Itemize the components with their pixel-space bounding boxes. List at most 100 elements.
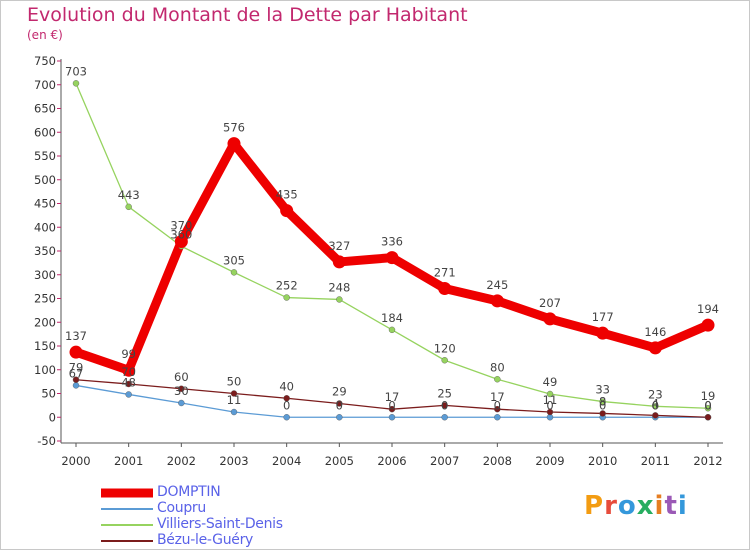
- data-point-bezu-le-guery: [178, 385, 185, 392]
- data-label-villiers-saint-denis: 23: [648, 387, 663, 401]
- data-label-coupru: 0: [336, 398, 343, 412]
- data-point-bezu-le-guery: [546, 408, 554, 416]
- data-point-bezu-le-guery: [388, 405, 396, 413]
- data-label-bezu-le-guery: 4: [652, 396, 659, 410]
- series-lines: [71, 82, 713, 418]
- legend-label: Bézu-le-Guéry: [157, 532, 254, 548]
- legend-label: Coupru: [157, 500, 206, 516]
- data-label-bezu-le-guery: 79: [69, 361, 84, 375]
- data-label-domptin: 146: [644, 325, 666, 339]
- data-label-bezu-le-guery: 70: [121, 365, 136, 379]
- x-tick-label: 2002: [167, 454, 196, 468]
- y-tick-label: 100: [34, 363, 56, 377]
- logo-letter: P: [584, 491, 605, 521]
- data-label-domptin: 435: [276, 188, 298, 202]
- data-point-coupru: [494, 414, 501, 421]
- data-label-coupru: 0: [494, 398, 501, 412]
- data-label-coupru: 30: [174, 384, 189, 398]
- data-label-villiers-saint-denis: 80: [490, 360, 505, 374]
- data-label-bezu-le-guery: 11: [543, 393, 558, 407]
- data-point-villiers-saint-denis: [72, 80, 80, 87]
- data-point-villiers-saint-denis: [336, 296, 343, 303]
- data-label-villiers-saint-denis: 703: [65, 64, 87, 78]
- data-label-coupru: 11: [227, 393, 242, 407]
- data-point-domptin: [69, 345, 83, 359]
- chart-axes: -500501001502002503003504004505005506006…: [34, 54, 723, 468]
- logo-letter: t: [664, 491, 678, 521]
- data-point-bezu-le-guery: [230, 390, 238, 397]
- y-tick-label: 150: [34, 339, 56, 353]
- logo-letter: i: [654, 491, 665, 521]
- y-tick-label: 250: [34, 292, 56, 306]
- data-point-villiers-saint-denis: [704, 405, 712, 412]
- y-tick-label: 600: [34, 125, 56, 139]
- data-point-villiers-saint-denis: [283, 294, 290, 301]
- data-point-villiers-saint-denis: [546, 390, 554, 398]
- data-label-coupru: 0: [388, 398, 395, 412]
- x-tick-label: 2009: [535, 454, 564, 468]
- data-point-bezu-le-guery: [704, 414, 712, 421]
- data-point-bezu-le-guery: [336, 400, 343, 407]
- data-label-domptin: 370: [170, 219, 192, 233]
- y-tick-label: 350: [34, 244, 56, 258]
- data-point-coupru: [125, 391, 132, 398]
- data-point-villiers-saint-denis: [388, 326, 396, 334]
- logo-letter: o: [617, 491, 637, 521]
- data-point-domptin: [280, 204, 294, 218]
- x-tick-label: 2008: [483, 454, 512, 468]
- data-point-villiers-saint-denis: [441, 357, 448, 364]
- x-tick-label: 2007: [430, 454, 459, 468]
- data-label-bezu-le-guery: 60: [174, 370, 189, 384]
- data-point-bezu-le-guery: [283, 395, 290, 402]
- data-point-domptin: [438, 282, 452, 296]
- y-tick-label: 750: [34, 54, 56, 68]
- x-tick-label: 2001: [114, 454, 143, 468]
- data-label-domptin: 245: [486, 278, 508, 292]
- data-label-villiers-saint-denis: 120: [434, 341, 456, 355]
- data-point-bezu-le-guery: [72, 376, 80, 383]
- data-label-domptin: 99: [121, 347, 136, 361]
- data-label-domptin: 137: [65, 329, 87, 343]
- data-point-bezu-le-guery: [652, 412, 659, 419]
- data-point-coupru: [72, 382, 80, 389]
- data-point-villiers-saint-denis: [230, 269, 238, 276]
- data-point-villiers-saint-denis: [494, 376, 501, 383]
- data-label-bezu-le-guery: 17: [385, 390, 400, 404]
- data-point-domptin: [122, 363, 136, 377]
- x-tick-label: 2003: [219, 454, 248, 468]
- data-label-coupru: 0: [599, 398, 606, 412]
- data-point-bezu-le-guery: [494, 405, 501, 413]
- data-point-villiers-saint-denis: [652, 403, 659, 410]
- data-label-villiers-saint-denis: 49: [543, 375, 558, 389]
- proxiti-logo: Proxiti: [584, 491, 688, 521]
- data-point-domptin: [227, 137, 241, 151]
- x-tick-label: 2010: [588, 454, 617, 468]
- data-point-domptin: [332, 255, 346, 269]
- data-point-bezu-le-guery: [441, 402, 448, 409]
- legend-swatch: [101, 508, 153, 510]
- x-tick-label: 2004: [272, 454, 301, 468]
- data-label-coupru: 0: [283, 398, 290, 412]
- y-tick-label: 400: [34, 220, 56, 234]
- data-point-domptin: [543, 312, 557, 326]
- data-point-coupru: [388, 414, 396, 421]
- data-label-domptin: 207: [539, 296, 561, 310]
- legend-label: Villiers-Saint-Denis: [157, 516, 283, 532]
- data-label-villiers-saint-denis: 443: [118, 188, 140, 202]
- data-point-bezu-le-guery: [599, 410, 606, 417]
- data-point-domptin: [490, 294, 504, 308]
- y-tick-label: 500: [34, 173, 56, 187]
- data-label-domptin: 177: [592, 310, 614, 324]
- y-tick-label: -50: [37, 434, 56, 448]
- logo-letter: i: [677, 491, 688, 521]
- legend-swatch: [101, 540, 153, 542]
- chart-subtitle: (en €): [27, 28, 63, 42]
- data-point-villiers-saint-denis: [599, 398, 606, 405]
- x-tick-label: 2006: [377, 454, 406, 468]
- data-point-coupru: [230, 408, 238, 416]
- legend-swatch: [101, 488, 153, 498]
- y-tick-label: 50: [41, 387, 56, 401]
